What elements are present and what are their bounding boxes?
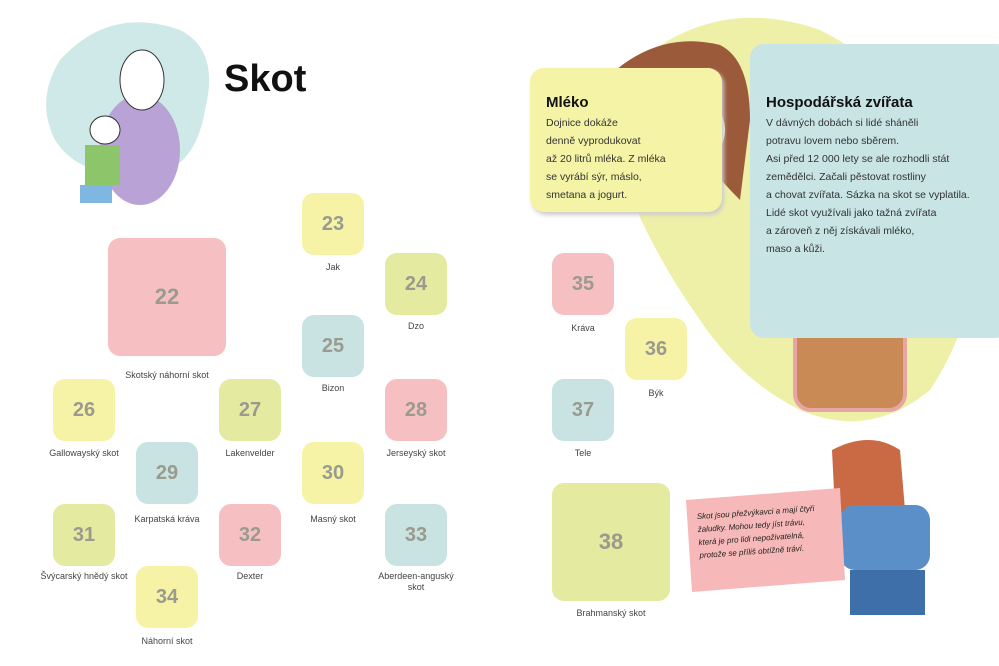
tile-label: Dexter [236, 571, 264, 581]
text-line: až 20 litrů mléka. Z mléka [546, 153, 666, 165]
tile-label: Bizon [321, 383, 345, 393]
number-tile: 29 [136, 442, 198, 504]
text-line: maso a kůži. [766, 243, 825, 255]
speech-bubble: Skot jsou přežvýkavci a mají čtyři žaludk… [696, 502, 817, 562]
text-line: Lidé skot využívali jako tažná zvířata [766, 207, 937, 219]
tile-label: Býk [648, 388, 664, 398]
number-tile: 27 [219, 379, 281, 441]
number-tile: 26 [53, 379, 115, 441]
tile-label: Jak [325, 262, 340, 272]
tile-label: Aberdeen-anguský skot [378, 571, 454, 592]
number-tile: 25 [302, 315, 364, 377]
tile-label: Lakenvelder [225, 448, 275, 458]
text-line: denně vyprodukovat [546, 135, 641, 147]
tile-label: Švýcarský hnědý skot [40, 571, 128, 581]
tile-label: Dzo [407, 321, 424, 331]
tile-label: Kráva [571, 323, 595, 333]
number-tile: 37 [552, 379, 614, 441]
number-tile: 35 [552, 253, 614, 315]
number-tile: 32 [219, 504, 281, 566]
number-tile: 31 [53, 504, 115, 566]
text-line: zemědělci. Začali pěstovat rostliny [766, 171, 926, 183]
tile-label: Náhorní skot [141, 636, 193, 646]
tile-label: Skotský náhorní skot [125, 370, 209, 380]
number-tile: 30 [302, 442, 364, 504]
number-tile: 28 [385, 379, 447, 441]
milk-text: Dojnice dokáže denně vyprodukovat až 20 li… [546, 114, 666, 204]
number-tile: 38 [552, 483, 670, 601]
text-line: V dávných dobách si lidé sháněli [766, 117, 919, 129]
milk-title: Mléko [546, 94, 589, 111]
tile-label: Jerseyský skot [386, 448, 446, 458]
milk-box: Mléko Dojnice dokáže denně vyprodukovat až… [530, 68, 722, 212]
farm-text: V dávných dobách si lidé sháněli potravu … [766, 114, 970, 258]
number-tile: 23 [302, 193, 364, 255]
number-tile: 33 [385, 504, 447, 566]
tile-label: Tele [574, 448, 592, 458]
number-tile: 36 [625, 318, 687, 380]
number-tile: 24 [385, 253, 447, 315]
page-title: Skot [224, 58, 307, 100]
text-line: se vyrábí sýr, máslo, [546, 171, 642, 183]
number-tile: 34 [136, 566, 198, 628]
farm-title: Hospodářská zvířata [766, 94, 913, 111]
text-line: a zároveň z něj získávali mléko, [766, 225, 915, 237]
tile-label: Gallowayský skot [49, 448, 119, 458]
tile-label: Karpatská kráva [134, 514, 200, 524]
text-line: potravu lovem nebo sběrem. [766, 135, 900, 147]
number-tile: 22 [108, 238, 226, 356]
farm-box: Hospodářská zvířata V dávných dobách si … [750, 44, 999, 338]
text-line: Asi před 12 000 lety se ale rozhodli stá… [766, 153, 950, 165]
tile-label: Masný skot [310, 514, 356, 524]
tile-label: Brahmanský skot [576, 608, 646, 618]
text-line: smetana a jogurt. [546, 189, 628, 201]
text-line: a chovat zvířata. Sázka na skot se vypla… [766, 189, 970, 201]
text-line: Dojnice dokáže [546, 117, 618, 129]
